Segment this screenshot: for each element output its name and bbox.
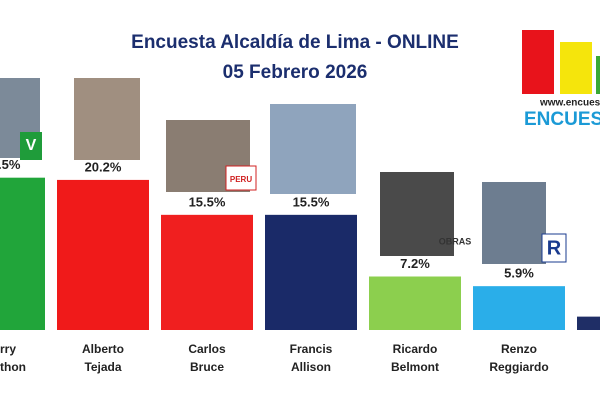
x-tick-label: Alberto	[82, 342, 124, 356]
x-tick-label: Allison	[291, 360, 331, 374]
bar	[369, 276, 461, 330]
bar	[57, 179, 149, 330]
value-label: 20.2%	[85, 159, 122, 174]
badge-text: V	[26, 137, 37, 154]
x-tick-label: Tejada	[84, 360, 121, 374]
candidate-photo	[380, 172, 454, 256]
x-tick-label: Renzo	[501, 342, 537, 356]
x-tick-label: Reggiardo	[489, 360, 548, 374]
x-tick-label: Carlos	[188, 342, 226, 356]
candidate-photo	[482, 182, 546, 264]
x-tick-label: rry	[0, 342, 16, 356]
value-label: 5.9%	[504, 266, 534, 281]
candidate-photo	[74, 78, 140, 160]
value-label: 15.5%	[189, 194, 226, 209]
logo-block	[560, 42, 592, 94]
value-label: 20.5%	[0, 157, 21, 172]
value-label: 7.2%	[400, 256, 430, 271]
bar	[161, 214, 253, 330]
candidate-photo	[270, 104, 356, 194]
party-badge	[225, 165, 257, 191]
bar	[265, 214, 357, 330]
logo-url: www.encuest	[539, 98, 600, 109]
x-tick-label: thon	[0, 360, 26, 374]
party-badge	[20, 132, 42, 160]
x-tick-label: Francis	[290, 342, 333, 356]
chart-subtitle: 05 Febrero 2026	[223, 62, 368, 83]
chart-title: Encuesta Alcaldía de Lima - ONLINE	[131, 32, 459, 53]
party-badge	[541, 233, 567, 263]
logo: www.encuest ENCUES	[522, 30, 600, 130]
value-label: 15.5%	[293, 194, 330, 209]
logo-name: ENCUES	[524, 109, 600, 130]
badge-text: OBRAS	[439, 236, 472, 246]
badge-text: PERU	[230, 175, 252, 184]
bar	[0, 177, 45, 330]
bar	[473, 286, 565, 330]
logo-block	[522, 30, 554, 94]
bar	[577, 316, 600, 330]
logo-block	[596, 56, 600, 94]
x-tick-label: Bruce	[190, 360, 224, 374]
x-tick-label: Belmont	[391, 360, 439, 374]
badge-text: R	[547, 237, 562, 259]
x-tick-label: Ricardo	[393, 342, 438, 356]
photos: V PERU OBRAS R	[0, 78, 567, 264]
